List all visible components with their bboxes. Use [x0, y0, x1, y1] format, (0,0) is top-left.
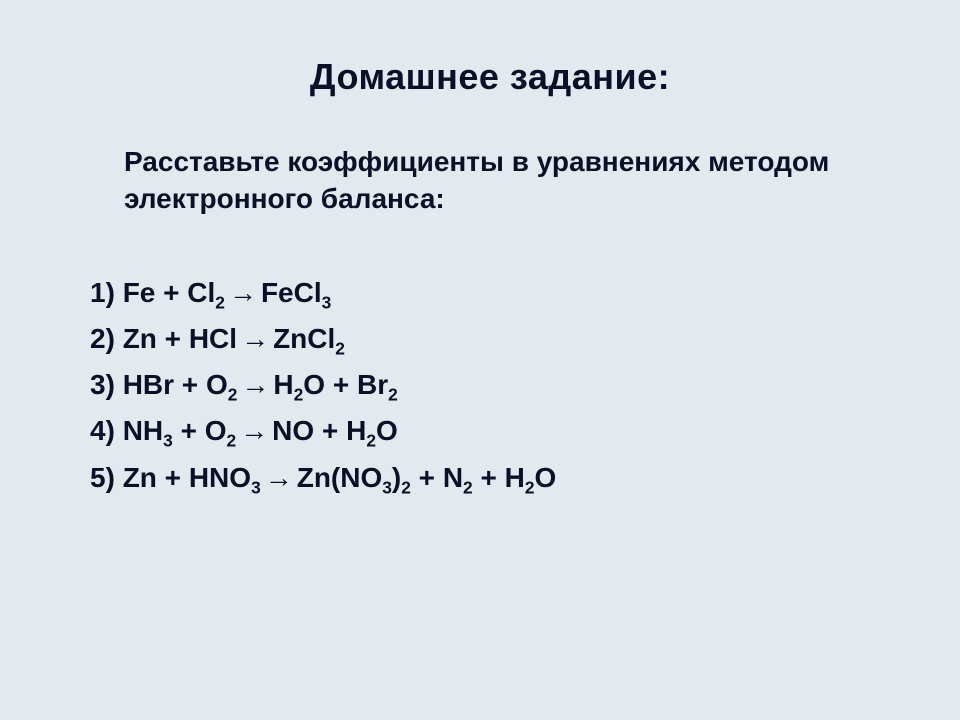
equation-rhs: FeCl3 — [261, 277, 331, 308]
arrow-icon: → — [236, 408, 272, 454]
equation-lhs: Zn + HNO3 — [123, 462, 261, 493]
equation-rhs: H2O + Br2 — [273, 369, 397, 400]
equation-index: 5) — [90, 462, 123, 493]
equation-item: 4) NH3 + O2 → NO + H2O — [90, 408, 890, 454]
slide: Домашнее задание: Расставьте коэффициент… — [0, 0, 960, 720]
arrow-icon: → — [237, 362, 273, 408]
arrow-icon: → — [237, 316, 273, 362]
equation-item: 5) Zn + HNO3 → Zn(NO3)2 + N2 + H2O — [90, 455, 890, 501]
equation-index: 2) — [90, 323, 123, 354]
task-prompt: Расставьте коэффициенты в уравнениях мет… — [90, 144, 890, 218]
equation-lhs: Zn + HCl — [123, 323, 237, 354]
equation-item: 2) Zn + HCl → ZnCl2 — [90, 316, 890, 362]
equation-index: 3) — [90, 369, 123, 400]
equation-lhs: HBr + O2 — [123, 369, 238, 400]
slide-title: Домашнее задание: — [90, 56, 890, 98]
equation-rhs: ZnCl2 — [273, 323, 345, 354]
arrow-icon: → — [261, 455, 297, 501]
equation-rhs: Zn(NO3)2 + N2 + H2O — [297, 462, 557, 493]
equation-item: 1) Fe + Cl2 → FeCl3 — [90, 270, 890, 316]
equation-lhs: NH3 + O2 — [123, 415, 236, 446]
equation-index: 4) — [90, 415, 123, 446]
equation-lhs: Fe + Cl2 — [123, 277, 225, 308]
arrow-icon: → — [225, 270, 261, 316]
equation-rhs: NO + H2O — [272, 415, 398, 446]
equation-index: 1) — [90, 277, 123, 308]
equation-item: 3) HBr + O2 → H2O + Br2 — [90, 362, 890, 408]
equation-list: 1) Fe + Cl2 → FeCl32) Zn + HCl → ZnCl23)… — [90, 270, 890, 501]
